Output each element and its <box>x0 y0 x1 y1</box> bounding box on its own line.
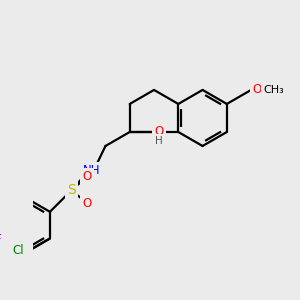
Text: S: S <box>67 183 76 197</box>
Text: H: H <box>155 136 163 146</box>
Text: Cl: Cl <box>13 244 24 257</box>
Text: O: O <box>154 125 164 139</box>
Text: O: O <box>82 197 92 211</box>
Text: CH₃: CH₃ <box>263 85 284 95</box>
Text: O: O <box>252 83 262 96</box>
Text: O: O <box>82 170 92 183</box>
Text: F: F <box>0 233 1 246</box>
Text: NH: NH <box>83 164 100 177</box>
